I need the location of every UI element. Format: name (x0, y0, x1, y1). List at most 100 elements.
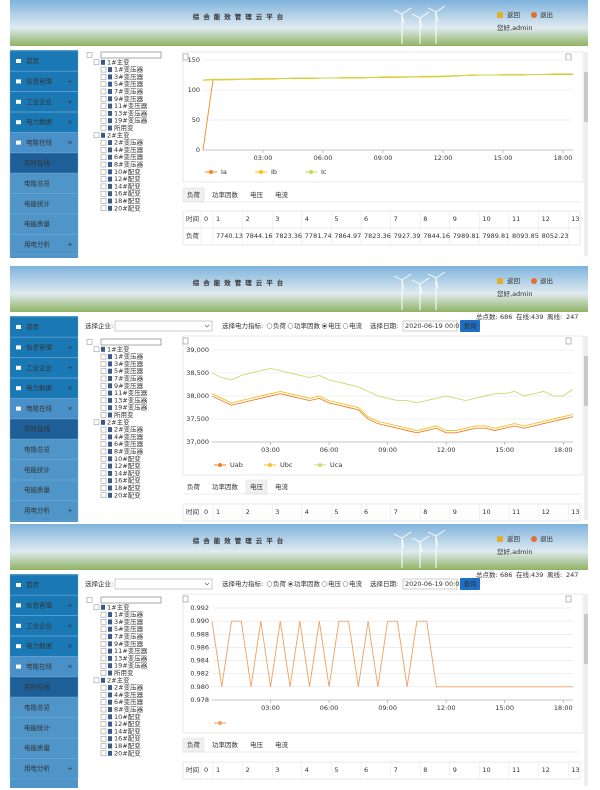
menu-item[interactable] (9, 500, 79, 521)
tab[interactable]: 电流 (275, 482, 289, 491)
menu-item[interactable] (9, 459, 79, 480)
menu-item[interactable] (9, 378, 79, 399)
tree-node[interactable]: 2#变压器 (114, 425, 144, 434)
tree-node[interactable]: 19#变压器 (114, 116, 148, 125)
chart-toolbar[interactable] (182, 595, 189, 603)
chart-toolbar[interactable] (182, 337, 189, 345)
tab[interactable]: 电压 (250, 740, 264, 749)
tree-node[interactable]: 20#配变 (114, 490, 141, 499)
tree-node[interactable]: 16#配变 (114, 734, 141, 743)
tree-node[interactable]: 20#配变 (114, 203, 141, 212)
tree-node[interactable]: 12#配变 (114, 174, 141, 183)
radio[interactable] (287, 323, 294, 329)
query-button[interactable] (460, 578, 480, 590)
menu-item[interactable] (9, 152, 79, 174)
exit-link[interactable]: 退出 (540, 276, 553, 285)
tree-node[interactable]: 4#变压器 (114, 145, 144, 154)
menu-item[interactable] (9, 439, 79, 460)
tree-node[interactable]: 1#变压器 (114, 352, 144, 361)
radio[interactable] (266, 323, 273, 329)
tree-node[interactable]: 16#配变 (114, 476, 141, 485)
menu-item[interactable] (9, 71, 79, 92)
tree-node[interactable]: 20#配变 (114, 748, 141, 757)
tree-node[interactable]: 11#变压器 (114, 388, 148, 397)
tree-node[interactable]: 6#变压器 (114, 697, 144, 706)
tree-node[interactable]: 14#配变 (114, 726, 141, 735)
radio[interactable] (321, 581, 328, 587)
tree-node[interactable]: 16#配变 (114, 189, 141, 198)
menu-item[interactable] (9, 316, 79, 338)
menu-toggle[interactable]: + (67, 343, 72, 351)
tree-node[interactable]: 19#变压器 (114, 403, 148, 412)
menu-item[interactable] (9, 234, 79, 255)
menu-toggle[interactable]: × (67, 139, 72, 147)
query-button-label[interactable]: 查询 (464, 579, 478, 588)
tab[interactable]: 负荷 (187, 482, 201, 491)
tree-node[interactable]: 18#配变 (114, 741, 141, 750)
tree-node[interactable]: 18#配变 (114, 196, 141, 205)
menu-item[interactable] (9, 595, 79, 616)
tree-node[interactable]: 7#变压器 (114, 87, 144, 96)
tree-node[interactable]: 所用变 (114, 410, 134, 419)
radio-label[interactable]: 负荷 (273, 579, 287, 588)
legend-label[interactable]: Ib (271, 168, 277, 176)
chart-toolbar[interactable] (182, 53, 189, 61)
menu-item[interactable] (9, 717, 79, 738)
chart-toolbar[interactable] (565, 595, 572, 603)
tree-node[interactable]: 2#变压器 (114, 683, 144, 692)
tree-node[interactable]: 3#变压器 (114, 72, 144, 81)
radio-label[interactable]: 负荷 (273, 321, 287, 330)
legend-label[interactable]: Uab (230, 461, 243, 469)
menu-toggle[interactable]: + (67, 601, 72, 609)
tree-node[interactable]: 6#变压器 (114, 152, 144, 161)
date-input[interactable] (402, 578, 458, 590)
radio-label[interactable]: 功率因数 (294, 321, 321, 330)
tree-group[interactable]: 2#主变 (107, 417, 130, 426)
menu-item[interactable] (9, 50, 79, 72)
menu-item[interactable] (9, 480, 79, 501)
tree-node[interactable]: 1#变压器 (114, 610, 144, 619)
tree-node[interactable]: 5#变压器 (114, 366, 144, 375)
tab[interactable]: 电流 (275, 740, 289, 749)
legend-label[interactable]: Ia (221, 168, 227, 176)
chart-toolbar[interactable] (565, 53, 572, 61)
company-select[interactable] (114, 320, 213, 332)
menu-item[interactable] (9, 132, 79, 153)
tree-node[interactable]: 12#配变 (114, 719, 141, 728)
menu-item[interactable] (9, 213, 79, 235)
tree-node[interactable]: 10#配变 (114, 712, 141, 721)
menu-item[interactable] (9, 676, 79, 698)
radio-label[interactable]: 电压 (328, 579, 342, 588)
tree-node[interactable]: 3#变压器 (114, 617, 144, 626)
tree-node[interactable]: 10#配变 (114, 167, 141, 176)
tree-node[interactable]: 13#变压器 (114, 395, 148, 404)
tree-node[interactable]: 14#配变 (114, 181, 141, 190)
radio-label[interactable]: 电流 (349, 321, 363, 330)
tree-node[interactable]: 4#变压器 (114, 690, 144, 699)
tree-node[interactable]: 18#配变 (114, 483, 141, 492)
tab[interactable]: 功率因数 (212, 190, 239, 199)
radio-label[interactable]: 电流 (349, 579, 363, 588)
tree-node[interactable]: 所用变 (114, 123, 134, 132)
exit-link[interactable]: 退出 (540, 10, 553, 19)
tree-group[interactable]: 1#主变 (107, 602, 130, 611)
menu-toggle[interactable]: × (67, 384, 72, 392)
tab[interactable]: 负荷 (187, 190, 201, 199)
menu-item[interactable] (9, 636, 79, 657)
tree-node[interactable]: 6#变压器 (114, 439, 144, 448)
query-button[interactable] (460, 320, 480, 332)
menu-toggle[interactable]: + (67, 364, 72, 372)
menu-item[interactable] (9, 574, 79, 596)
menu-item[interactable] (9, 337, 79, 358)
radio[interactable] (266, 581, 273, 587)
tab[interactable]: 功率因数 (212, 740, 239, 749)
menu-toggle[interactable]: + (67, 765, 72, 773)
date-input[interactable] (402, 320, 458, 332)
menu-toggle[interactable]: + (67, 77, 72, 85)
tree-node[interactable]: 7#变压器 (114, 632, 144, 641)
tree-node[interactable]: 19#变压器 (114, 661, 148, 670)
menu-toggle[interactable]: × (67, 118, 72, 126)
tab[interactable]: 电压 (250, 190, 264, 199)
tree-node[interactable]: 11#变压器 (114, 101, 148, 110)
tab[interactable]: 电压 (250, 482, 264, 491)
